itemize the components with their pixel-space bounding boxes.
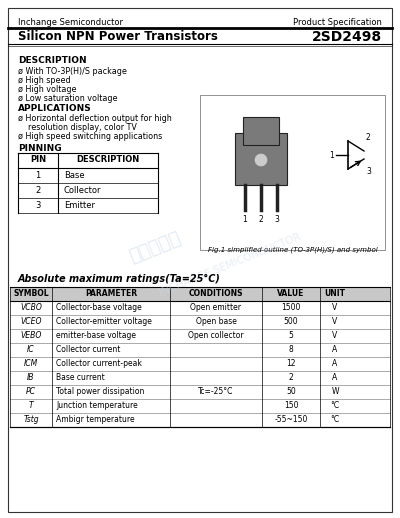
Text: V: V bbox=[332, 317, 338, 326]
Text: Product Specification: Product Specification bbox=[293, 18, 382, 27]
Bar bbox=[200, 95, 385, 250]
Text: PIN: PIN bbox=[30, 155, 46, 164]
Text: 50: 50 bbox=[286, 387, 296, 396]
Text: 2: 2 bbox=[366, 134, 371, 142]
Text: PARAMETER: PARAMETER bbox=[85, 289, 137, 298]
Text: PC: PC bbox=[26, 387, 36, 396]
Text: PINNING: PINNING bbox=[18, 144, 62, 153]
Text: -55~150: -55~150 bbox=[274, 415, 308, 424]
Text: 1: 1 bbox=[35, 171, 41, 180]
Text: Open base: Open base bbox=[196, 317, 236, 326]
Bar bbox=[10, 287, 390, 301]
Text: 2: 2 bbox=[35, 186, 41, 195]
Text: Junction temperature: Junction temperature bbox=[56, 401, 138, 410]
Text: Collector-base voltage: Collector-base voltage bbox=[56, 303, 142, 312]
Text: emitter-base voltage: emitter-base voltage bbox=[56, 331, 136, 340]
Bar bbox=[235, 133, 287, 185]
Text: Open emitter: Open emitter bbox=[190, 303, 242, 312]
Text: VEBO: VEBO bbox=[20, 331, 42, 340]
Text: IB: IB bbox=[27, 373, 35, 382]
Text: VCEO: VCEO bbox=[20, 317, 42, 326]
Text: Collector current-peak: Collector current-peak bbox=[56, 359, 142, 368]
Text: 500: 500 bbox=[284, 317, 298, 326]
Text: UNIT: UNIT bbox=[324, 289, 346, 298]
Text: resolution display, color TV: resolution display, color TV bbox=[18, 123, 137, 132]
Text: 3: 3 bbox=[366, 167, 371, 177]
Text: V: V bbox=[332, 331, 338, 340]
Text: ø With TO-3P(H)/S package: ø With TO-3P(H)/S package bbox=[18, 67, 127, 76]
Text: 3: 3 bbox=[35, 201, 41, 210]
Text: A: A bbox=[332, 373, 338, 382]
Text: 1500: 1500 bbox=[281, 303, 301, 312]
Text: 12: 12 bbox=[286, 359, 296, 368]
Text: 3: 3 bbox=[274, 215, 280, 224]
Text: 1: 1 bbox=[243, 215, 247, 224]
Text: Absolute maximum ratings(Ta=25°C): Absolute maximum ratings(Ta=25°C) bbox=[18, 274, 221, 284]
Text: SYMBOL: SYMBOL bbox=[13, 289, 49, 298]
Text: Open collector: Open collector bbox=[188, 331, 244, 340]
Text: DESCRIPTION: DESCRIPTION bbox=[18, 56, 87, 65]
Text: 1: 1 bbox=[329, 151, 334, 160]
Text: ø Horizontal deflection output for high: ø Horizontal deflection output for high bbox=[18, 114, 172, 123]
Text: 2: 2 bbox=[289, 373, 293, 382]
Text: T: T bbox=[29, 401, 33, 410]
Circle shape bbox=[255, 154, 267, 166]
Text: ø Low saturation voltage: ø Low saturation voltage bbox=[18, 94, 118, 103]
Text: IC: IC bbox=[27, 345, 35, 354]
Text: ICM: ICM bbox=[24, 359, 38, 368]
Text: Base: Base bbox=[64, 171, 85, 180]
Text: °C: °C bbox=[330, 415, 340, 424]
Text: Emitter: Emitter bbox=[64, 201, 95, 210]
Text: Base current: Base current bbox=[56, 373, 105, 382]
Text: V: V bbox=[332, 303, 338, 312]
Text: Tc=-25°C: Tc=-25°C bbox=[198, 387, 234, 396]
Text: Collector: Collector bbox=[64, 186, 102, 195]
Text: INCHANGE SEMICONDUCTOR: INCHANGE SEMICONDUCTOR bbox=[158, 232, 302, 298]
Bar bbox=[243, 117, 279, 145]
Text: Fig.1 simplified outline (TO-3P(H)/S) and symbol: Fig.1 simplified outline (TO-3P(H)/S) an… bbox=[208, 246, 377, 253]
Text: APPLICATIONS: APPLICATIONS bbox=[18, 104, 92, 113]
Text: Collector-emitter voltage: Collector-emitter voltage bbox=[56, 317, 152, 326]
Text: ø High voltage: ø High voltage bbox=[18, 85, 76, 94]
Text: 8: 8 bbox=[289, 345, 293, 354]
Text: Inchange Semiconductor: Inchange Semiconductor bbox=[18, 18, 123, 27]
Text: 国电半导体: 国电半导体 bbox=[127, 229, 183, 266]
Text: ø High speed switching applications: ø High speed switching applications bbox=[18, 132, 162, 141]
Text: 150: 150 bbox=[284, 401, 298, 410]
Text: CONDITIONS: CONDITIONS bbox=[189, 289, 243, 298]
Text: 2: 2 bbox=[259, 215, 263, 224]
Text: 5: 5 bbox=[288, 331, 294, 340]
Text: ø High speed: ø High speed bbox=[18, 76, 71, 85]
Text: DESCRIPTION: DESCRIPTION bbox=[76, 155, 140, 164]
Text: VCBO: VCBO bbox=[20, 303, 42, 312]
Text: Silicon NPN Power Transistors: Silicon NPN Power Transistors bbox=[18, 30, 218, 43]
Text: Ambigr temperature: Ambigr temperature bbox=[56, 415, 135, 424]
Text: 2SD2498: 2SD2498 bbox=[312, 30, 382, 44]
Text: Total power dissipation: Total power dissipation bbox=[56, 387, 144, 396]
Text: A: A bbox=[332, 345, 338, 354]
Text: W: W bbox=[331, 387, 339, 396]
Text: A: A bbox=[332, 359, 338, 368]
Text: Tstg: Tstg bbox=[23, 415, 39, 424]
Text: Collector current: Collector current bbox=[56, 345, 120, 354]
Text: VALUE: VALUE bbox=[277, 289, 305, 298]
Text: °C: °C bbox=[330, 401, 340, 410]
